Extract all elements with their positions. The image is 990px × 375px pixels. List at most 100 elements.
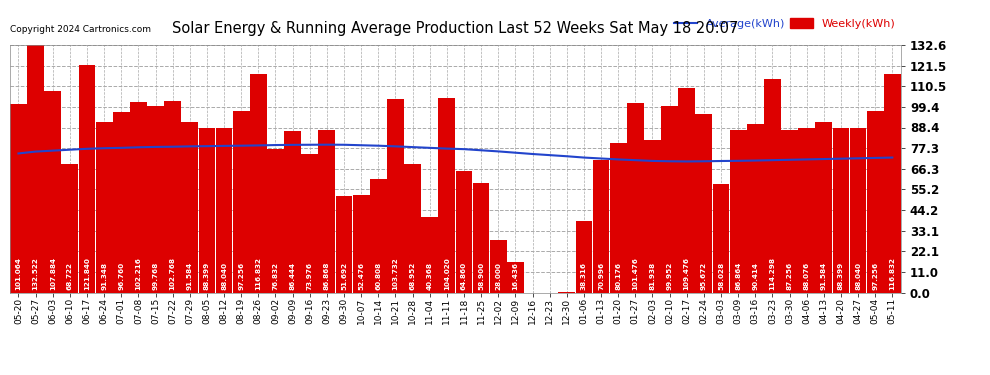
Bar xyxy=(352,195,369,292)
Text: 102.216: 102.216 xyxy=(136,257,142,290)
Bar xyxy=(164,100,181,292)
Bar xyxy=(713,184,730,292)
Text: 95.672: 95.672 xyxy=(701,262,707,290)
Bar xyxy=(233,111,249,292)
Text: 60.808: 60.808 xyxy=(375,262,381,290)
Text: 88.399: 88.399 xyxy=(204,261,210,290)
Bar xyxy=(764,79,781,292)
Bar xyxy=(249,74,266,292)
Legend: Average(kWh), Weekly(kWh): Average(kWh), Weekly(kWh) xyxy=(674,18,895,29)
Bar xyxy=(439,98,455,292)
Text: 121.840: 121.840 xyxy=(84,257,90,290)
Bar xyxy=(27,45,44,292)
Bar xyxy=(507,262,524,292)
Bar xyxy=(96,122,113,292)
Bar xyxy=(404,164,421,292)
Text: 81.938: 81.938 xyxy=(649,262,655,290)
Text: 109.476: 109.476 xyxy=(684,257,690,290)
Bar xyxy=(678,88,695,292)
Bar xyxy=(730,130,746,292)
Text: 91.584: 91.584 xyxy=(187,262,193,290)
Text: 90.414: 90.414 xyxy=(752,262,758,290)
Bar xyxy=(781,130,798,292)
Bar xyxy=(10,104,27,292)
Text: 58.900: 58.900 xyxy=(478,262,484,290)
Bar xyxy=(833,128,849,292)
Bar xyxy=(661,106,678,292)
Text: 88.040: 88.040 xyxy=(221,262,227,290)
Bar xyxy=(78,65,95,292)
Text: 88.040: 88.040 xyxy=(855,262,861,290)
Text: 96.760: 96.760 xyxy=(118,262,125,290)
Text: 86.868: 86.868 xyxy=(324,261,330,290)
Text: 40.368: 40.368 xyxy=(427,262,433,290)
Bar xyxy=(816,122,833,292)
Bar xyxy=(593,160,610,292)
Text: 116.832: 116.832 xyxy=(255,257,261,290)
Text: 97.256: 97.256 xyxy=(872,262,878,290)
Bar xyxy=(130,102,147,292)
Bar xyxy=(336,196,352,292)
Bar xyxy=(216,128,233,292)
Text: 107.884: 107.884 xyxy=(50,257,55,290)
Bar xyxy=(490,240,507,292)
Text: 68.722: 68.722 xyxy=(67,262,73,290)
Bar xyxy=(181,122,198,292)
Text: 99.952: 99.952 xyxy=(666,261,672,290)
Text: 102.768: 102.768 xyxy=(169,257,175,290)
Bar xyxy=(849,128,866,292)
Text: 70.996: 70.996 xyxy=(598,262,604,290)
Bar xyxy=(370,179,387,292)
Text: 86.864: 86.864 xyxy=(736,261,742,290)
Text: 116.832: 116.832 xyxy=(889,257,895,290)
Text: 97.256: 97.256 xyxy=(239,262,245,290)
Bar xyxy=(695,114,712,292)
Bar xyxy=(319,130,336,292)
Bar xyxy=(884,74,901,292)
Bar xyxy=(148,106,164,292)
Bar xyxy=(61,164,78,292)
Bar xyxy=(301,154,318,292)
Bar xyxy=(45,91,61,292)
Bar xyxy=(472,183,489,292)
Text: 91.584: 91.584 xyxy=(821,262,827,290)
Text: 76.832: 76.832 xyxy=(272,262,278,290)
Bar xyxy=(387,99,404,292)
Text: 68.952: 68.952 xyxy=(410,261,416,290)
Text: Solar Energy & Running Average Production Last 52 Weeks Sat May 18 20:07: Solar Energy & Running Average Productio… xyxy=(172,21,739,36)
Text: 88.399: 88.399 xyxy=(838,261,843,290)
Text: 101.064: 101.064 xyxy=(16,257,22,290)
Text: 114.298: 114.298 xyxy=(769,257,775,290)
Text: 132.522: 132.522 xyxy=(33,257,39,290)
Text: 99.768: 99.768 xyxy=(152,261,158,290)
Text: 103.732: 103.732 xyxy=(392,257,398,290)
Bar xyxy=(627,103,644,292)
Text: 104.020: 104.020 xyxy=(444,257,449,290)
Bar xyxy=(267,149,284,292)
Text: 80.176: 80.176 xyxy=(615,262,621,290)
Bar xyxy=(746,124,763,292)
Text: 88.076: 88.076 xyxy=(804,262,810,290)
Bar xyxy=(455,171,472,292)
Text: 101.476: 101.476 xyxy=(633,257,639,290)
Bar xyxy=(867,111,884,292)
Text: Copyright 2024 Cartronics.com: Copyright 2024 Cartronics.com xyxy=(10,25,150,34)
Text: 58.028: 58.028 xyxy=(718,262,724,290)
Bar xyxy=(422,217,439,292)
Text: 91.348: 91.348 xyxy=(101,262,107,290)
Bar xyxy=(798,128,815,292)
Text: 38.316: 38.316 xyxy=(581,262,587,290)
Text: 28.000: 28.000 xyxy=(495,262,501,290)
Bar xyxy=(199,128,216,292)
Bar xyxy=(610,143,627,292)
Text: 52.476: 52.476 xyxy=(358,262,364,290)
Text: 73.976: 73.976 xyxy=(307,262,313,290)
Text: 87.256: 87.256 xyxy=(786,262,793,290)
Text: 51.692: 51.692 xyxy=(341,262,347,290)
Text: 64.860: 64.860 xyxy=(461,262,467,290)
Text: 16.436: 16.436 xyxy=(513,262,519,290)
Bar xyxy=(284,131,301,292)
Bar xyxy=(113,112,130,292)
Bar xyxy=(575,221,592,292)
Text: 86.444: 86.444 xyxy=(290,262,296,290)
